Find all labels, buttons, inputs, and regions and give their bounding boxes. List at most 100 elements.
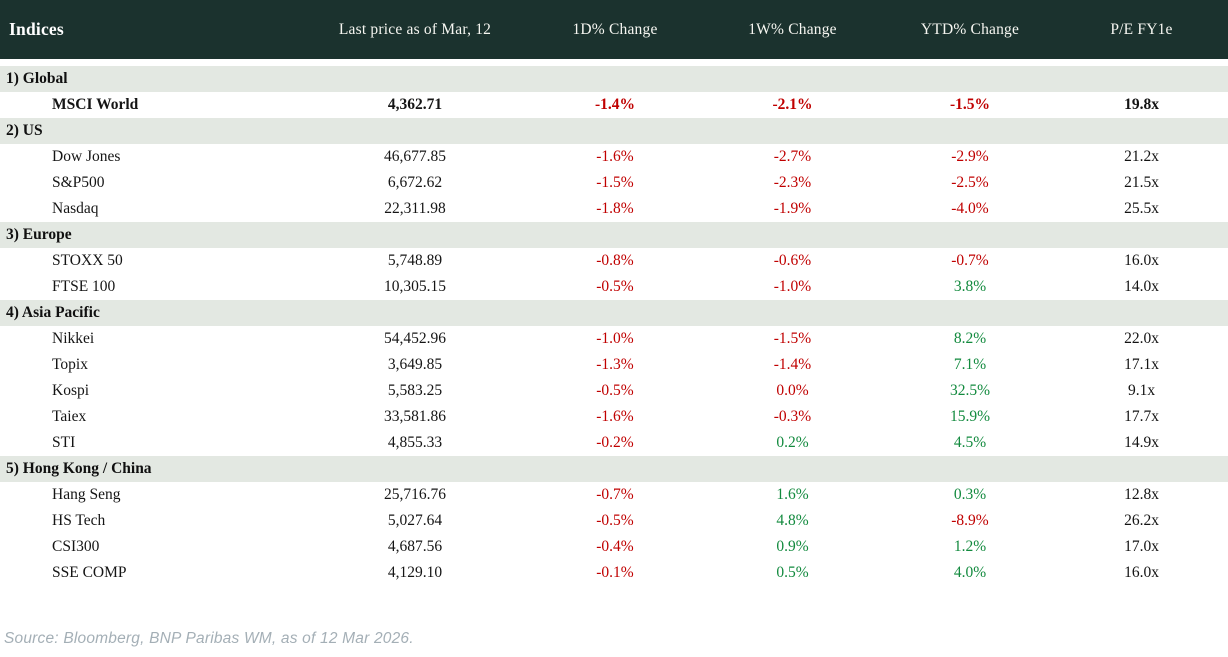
index-name: STI — [52, 434, 76, 451]
column-header-1w-change: 1W% Change — [748, 20, 837, 38]
change-1w: 4.8% — [776, 512, 809, 529]
table-row: Dow Jones 46,677.85 -1.6% -2.7% -2.9% 21.2x — [0, 144, 1228, 170]
index-name: STOXX 50 — [52, 252, 123, 269]
table-header-row: Indices Last price as of Mar, 12 1D% Cha… — [0, 0, 1228, 59]
source-note: Source: Bloomberg, BNP Paribas WM, as of… — [4, 630, 414, 647]
last-price: 5,027.64 — [387, 512, 443, 529]
change-1w: -2.1% — [772, 96, 813, 113]
change-ytd: -2.5% — [951, 174, 989, 191]
pe-value: 19.8x — [1124, 96, 1159, 113]
table-row: FTSE 100 10,305.15 -0.5% -1.0% 3.8% 14.0x — [0, 274, 1228, 300]
section-header-row: 3) Europe — [0, 222, 1228, 248]
table-row: CSI300 4,687.56 -0.4% 0.9% 1.2% 17.0x — [0, 534, 1228, 560]
change-1d: -0.5% — [596, 278, 634, 295]
change-1d: -0.4% — [596, 538, 634, 555]
change-1w: -1.5% — [773, 330, 812, 347]
pe-value: 17.0x — [1124, 538, 1159, 555]
change-1w: -0.6% — [773, 252, 812, 269]
change-1d: -0.5% — [596, 512, 634, 529]
last-price: 46,677.85 — [384, 148, 446, 165]
column-header-ytd-change: YTD% Change — [920, 20, 1020, 38]
index-name: SSE COMP — [52, 564, 127, 581]
table-row: Topix 3,649.85 -1.3% -1.4% 7.1% 17.1x — [0, 352, 1228, 378]
change-ytd: -8.9% — [951, 512, 989, 529]
change-ytd: 1.2% — [953, 538, 987, 555]
last-price: 6,672.62 — [387, 174, 443, 191]
table-row: STOXX 50 5,748.89 -0.8% -0.6% -0.7% 16.0x — [0, 248, 1228, 274]
pe-value: 16.0x — [1124, 252, 1159, 269]
last-price: 25,716.76 — [384, 486, 446, 503]
section-header-row: 4) Asia Pacific — [0, 300, 1228, 326]
change-ytd: 3.8% — [953, 278, 987, 295]
index-name: Nasdaq — [52, 200, 99, 217]
last-price: 33,581.86 — [384, 408, 446, 425]
section-header-row: 2) US — [0, 118, 1228, 144]
pe-value: 22.0x — [1124, 330, 1159, 347]
change-ytd: -1.5% — [949, 96, 991, 113]
header-spacer — [0, 59, 1228, 66]
change-1d: -1.8% — [596, 200, 634, 217]
pe-value: 25.5x — [1124, 200, 1159, 217]
change-1d: -0.8% — [596, 252, 634, 269]
change-1w: -1.4% — [773, 356, 812, 373]
last-price: 4,362.71 — [387, 96, 443, 113]
change-1w: -2.7% — [773, 148, 812, 165]
index-name: Topix — [52, 356, 88, 373]
change-1w: 0.5% — [776, 564, 809, 581]
change-1w: -1.9% — [773, 200, 812, 217]
change-1w: 1.6% — [776, 486, 809, 503]
last-price: 3,649.85 — [387, 356, 443, 373]
index-name: HS Tech — [52, 512, 106, 529]
change-ytd: 7.1% — [953, 356, 987, 373]
section-header-row: 1) Global — [0, 66, 1228, 92]
table-row: Nasdaq 22,311.98 -1.8% -1.9% -4.0% 25.5x — [0, 196, 1228, 222]
pe-value: 12.8x — [1124, 486, 1159, 503]
last-price: 54,452.96 — [384, 330, 446, 347]
table-body: 1) Global MSCI World 4,362.71 -1.4% -2.1% -1.… — [0, 66, 1228, 586]
change-1d: -1.4% — [594, 96, 636, 113]
change-1w: -2.3% — [773, 174, 812, 191]
index-name: S&P500 — [52, 174, 105, 191]
pe-value: 14.9x — [1124, 434, 1159, 451]
index-name: Nikkei — [52, 330, 95, 347]
last-price: 5,748.89 — [387, 252, 443, 269]
last-price: 5,583.25 — [387, 382, 443, 399]
change-1d: -0.2% — [596, 434, 634, 451]
last-price: 4,687.56 — [387, 538, 443, 555]
pe-value: 26.2x — [1124, 512, 1159, 529]
change-1w: -1.0% — [773, 278, 812, 295]
indices-table: Indices Last price as of Mar, 12 1D% Cha… — [0, 0, 1228, 586]
change-1w: 0.0% — [776, 382, 809, 399]
pe-value: 17.1x — [1124, 356, 1159, 373]
index-name: CSI300 — [52, 538, 100, 555]
change-ytd: 15.9% — [949, 408, 991, 425]
change-1d: -0.1% — [596, 564, 634, 581]
change-ytd: -2.9% — [951, 148, 989, 165]
pe-value: 17.7x — [1124, 408, 1159, 425]
change-1d: -1.6% — [596, 148, 634, 165]
table-row: Hang Seng 25,716.76 -0.7% 1.6% 0.3% 12.8x — [0, 482, 1228, 508]
column-header-1d-change: 1D% Change — [572, 20, 658, 38]
change-ytd: 0.3% — [953, 486, 987, 503]
table-row: SSE COMP 4,129.10 -0.1% 0.5% 4.0% 16.0x — [0, 560, 1228, 586]
table-row: Kospi 5,583.25 -0.5% 0.0% 32.5% 9.1x — [0, 378, 1228, 404]
index-name: MSCI World — [52, 96, 139, 113]
pe-value: 21.2x — [1124, 148, 1159, 165]
last-price: 4,129.10 — [387, 564, 443, 581]
table-row: STI 4,855.33 -0.2% 0.2% 4.5% 14.9x — [0, 430, 1228, 456]
index-name: Kospi — [52, 382, 90, 399]
change-ytd: 4.5% — [953, 434, 987, 451]
change-1w: -0.3% — [773, 408, 812, 425]
column-header-last-price: Last price as of Mar, 12 — [338, 20, 492, 38]
last-price: 10,305.15 — [384, 278, 446, 295]
pe-value: 9.1x — [1127, 382, 1156, 399]
change-1w: 0.2% — [776, 434, 809, 451]
change-ytd: -0.7% — [951, 252, 989, 269]
table-row: S&P500 6,672.62 -1.5% -2.3% -2.5% 21.5x — [0, 170, 1228, 196]
table-row: MSCI World 4,362.71 -1.4% -2.1% -1.5% 19.8x — [0, 92, 1228, 118]
index-name: Taiex — [52, 408, 87, 425]
column-header-indices: Indices — [9, 19, 64, 39]
change-1d: -1.3% — [596, 356, 634, 373]
pe-value: 16.0x — [1124, 564, 1159, 581]
pe-value: 21.5x — [1124, 174, 1159, 191]
